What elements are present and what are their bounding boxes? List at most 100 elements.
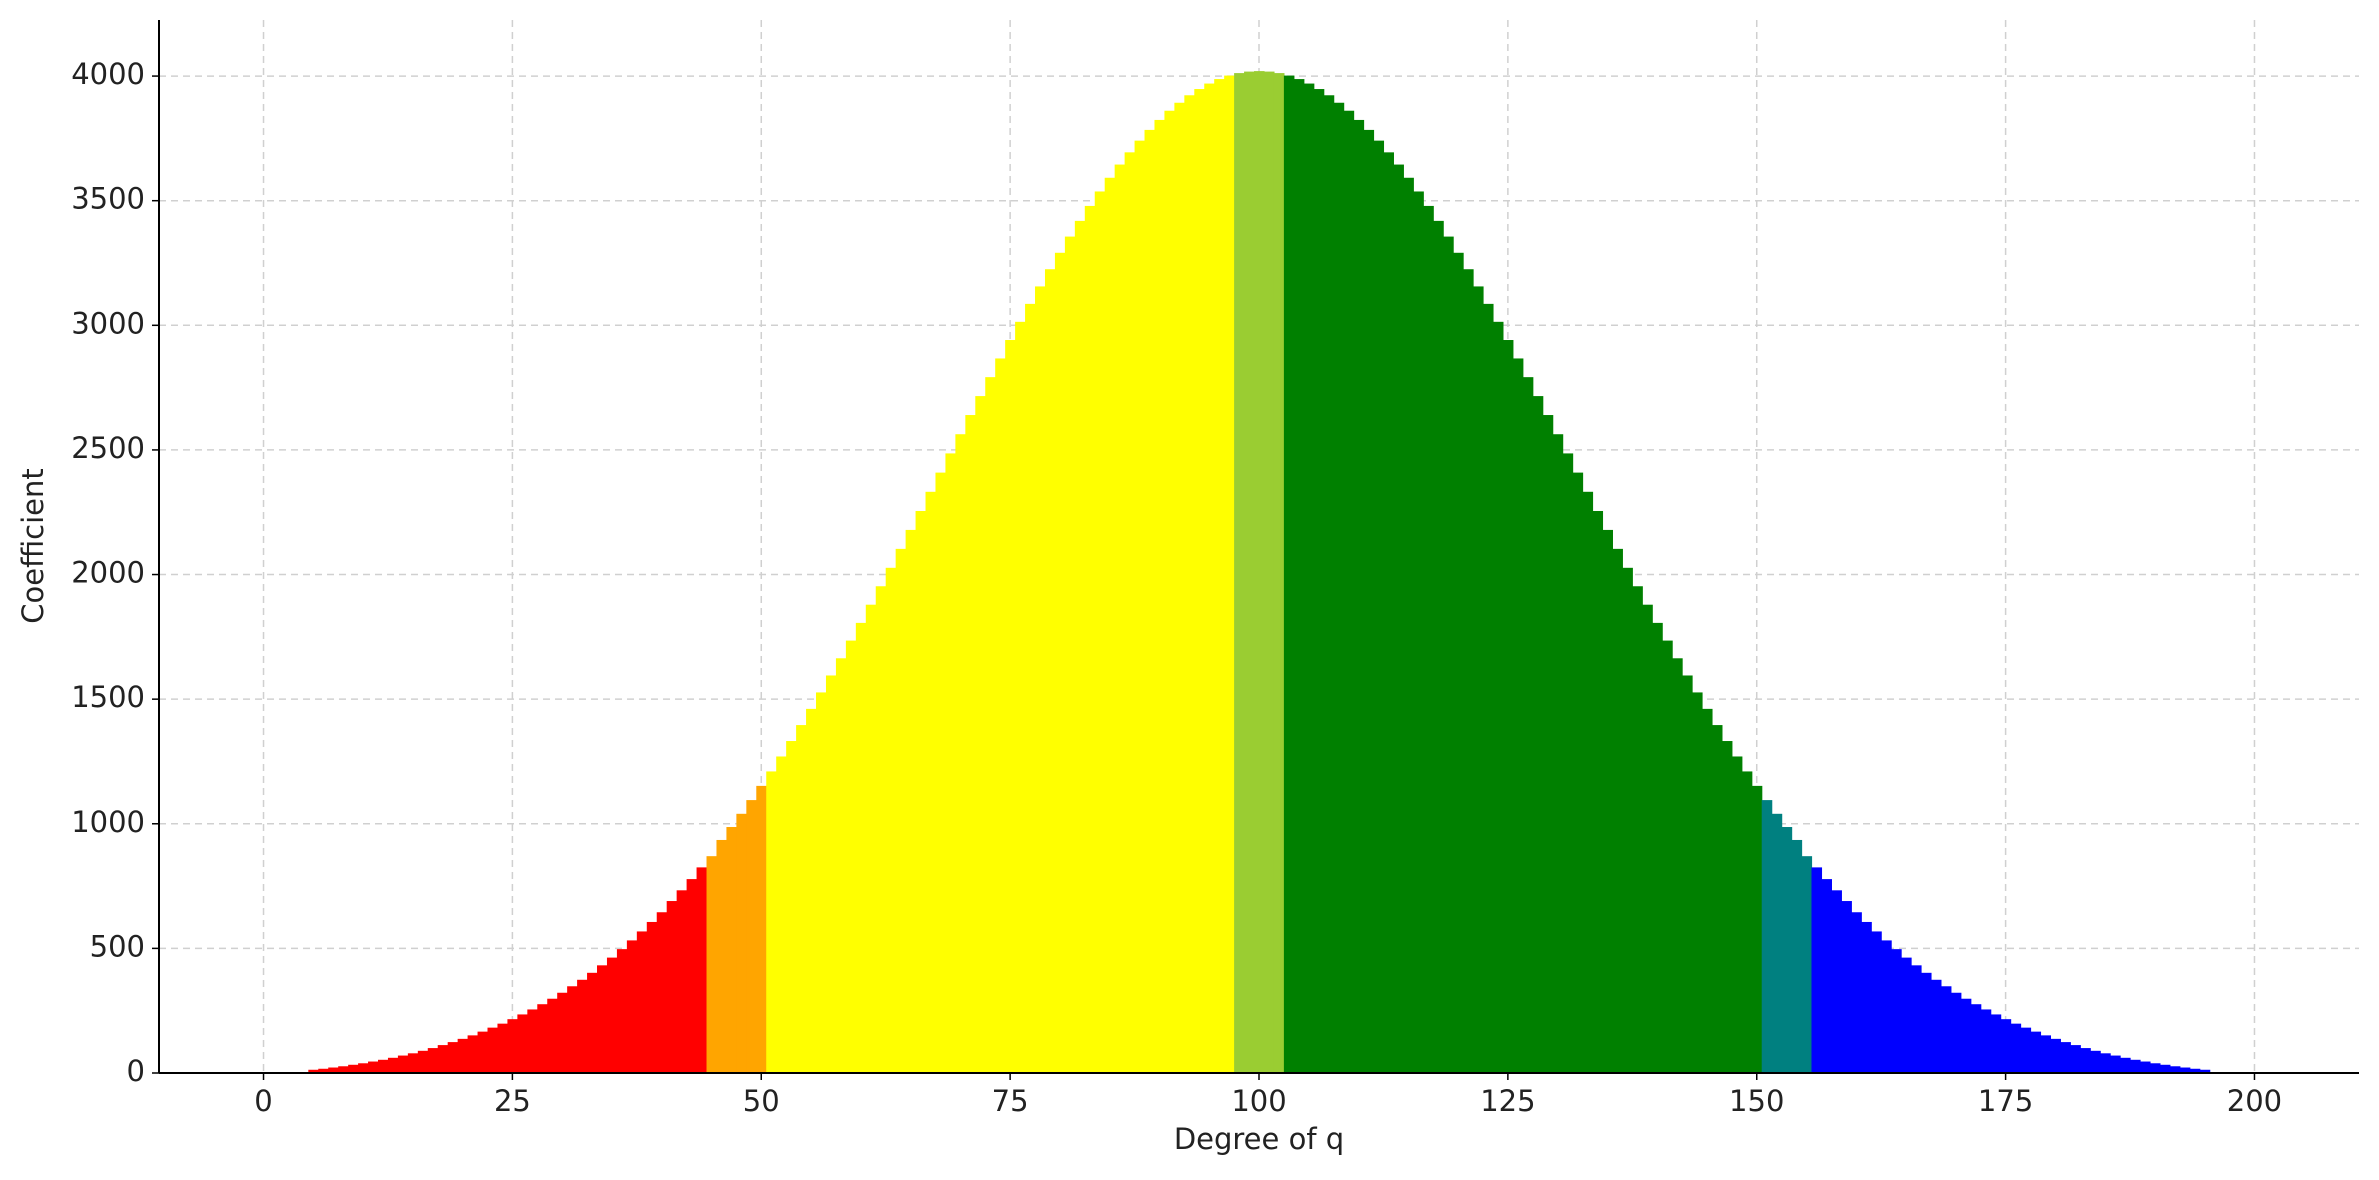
bar (1622, 567, 1633, 1073)
bar (1333, 102, 1345, 1073)
bar (1751, 785, 1763, 1073)
x-tick-label: 175 (1978, 1084, 2033, 1118)
bar (1224, 75, 1235, 1073)
bar (865, 604, 877, 1073)
bar (1672, 658, 1683, 1073)
bar (1373, 140, 1385, 1073)
bar (2110, 1055, 2121, 1073)
bar (875, 586, 887, 1073)
bar (606, 957, 618, 1073)
bar (407, 1053, 419, 1073)
bar (895, 548, 907, 1073)
bar (855, 622, 867, 1073)
bar (816, 692, 827, 1073)
bar (2199, 1069, 2211, 1073)
bar (378, 1059, 389, 1073)
bar (2030, 1031, 2042, 1073)
bar (1443, 236, 1454, 1073)
bar (328, 1067, 339, 1073)
y-tick-label: 0 (127, 1054, 145, 1088)
bar (1761, 800, 1773, 1073)
bar (1423, 205, 1434, 1073)
bar (845, 640, 857, 1073)
x-tick-label: 25 (494, 1084, 531, 1118)
bar (1234, 73, 1245, 1073)
bar (2169, 1066, 2181, 1073)
bar (2100, 1053, 2111, 1073)
x-tick-label: 100 (1231, 1084, 1286, 1118)
bar (1482, 303, 1494, 1073)
bar (1831, 890, 1842, 1073)
bar (1293, 79, 1305, 1074)
bar (2010, 1023, 2022, 1073)
bar (318, 1068, 329, 1073)
bar (616, 949, 628, 1073)
bar (1433, 220, 1444, 1073)
bar (1492, 321, 1504, 1073)
bar (1821, 879, 1832, 1073)
bar (1044, 269, 1056, 1073)
bar (1522, 377, 1534, 1073)
bar (1871, 931, 1882, 1073)
bar (1572, 472, 1584, 1073)
x-tick-label: 75 (992, 1084, 1029, 1118)
bar (825, 675, 837, 1073)
bar (1652, 622, 1663, 1073)
bar (1711, 725, 1723, 1073)
bar (1721, 741, 1733, 1073)
bar (1005, 340, 1016, 1073)
bar (497, 1023, 509, 1073)
bar (507, 1019, 518, 1073)
bar (1930, 979, 1942, 1073)
bar (1035, 286, 1046, 1073)
bar (1353, 119, 1365, 1074)
bar (1393, 164, 1404, 1074)
y-tick-label: 4000 (71, 57, 145, 91)
bar (1612, 548, 1623, 1073)
bar (1602, 529, 1613, 1073)
bar (1343, 110, 1355, 1074)
bar (1184, 95, 1195, 1073)
bar (387, 1057, 399, 1073)
bar (2159, 1064, 2171, 1073)
bar (557, 992, 568, 1073)
x-tick-label: 125 (1480, 1084, 1535, 1118)
bar (517, 1014, 528, 1073)
bar (1562, 453, 1574, 1073)
bar (1074, 220, 1086, 1073)
bar (786, 741, 797, 1073)
bar (1025, 303, 1036, 1073)
bar (2070, 1045, 2081, 1073)
bar (1124, 152, 1136, 1073)
y-tick-label: 1500 (71, 680, 145, 714)
bar (1552, 434, 1564, 1073)
bar (1214, 79, 1225, 1074)
bar (308, 1069, 319, 1073)
bar (1512, 358, 1524, 1073)
bar (766, 771, 777, 1073)
bar (2050, 1038, 2061, 1073)
y-tick-label: 2500 (71, 431, 145, 465)
bar (467, 1035, 479, 1073)
bar (995, 358, 1006, 1073)
bar (686, 879, 698, 1073)
bar (1144, 129, 1156, 1073)
x-axis-label: Degree of q (1174, 1122, 1344, 1156)
bar (656, 912, 668, 1073)
bar (1313, 89, 1325, 1073)
bar (547, 998, 558, 1073)
bar (1980, 1009, 1992, 1073)
bar (1204, 83, 1215, 1074)
bar (746, 800, 757, 1073)
bar (965, 415, 976, 1073)
bar (437, 1045, 449, 1073)
bar (1990, 1014, 2002, 1073)
bar (1811, 867, 1823, 1073)
bar (1502, 340, 1514, 1073)
bar (1682, 675, 1693, 1073)
bar (487, 1027, 499, 1073)
layer: 0 500 1000 1500 2000 2500 3000 3500 4000 0 25 50 75 1… (71, 20, 2359, 1118)
bar (1254, 71, 1265, 1074)
bar (1263, 71, 1275, 1074)
